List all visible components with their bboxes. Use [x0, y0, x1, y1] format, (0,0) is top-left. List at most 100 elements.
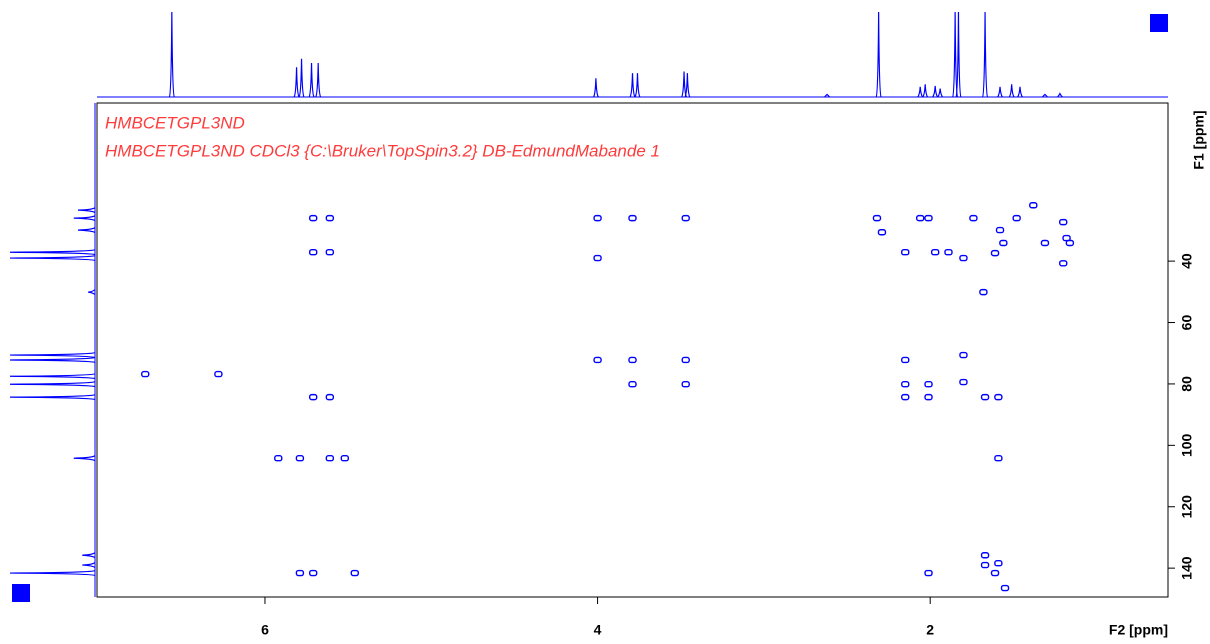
left-projection-peak	[9, 351, 96, 359]
cross-peak	[959, 254, 968, 262]
cross-peak	[141, 370, 150, 378]
cross-peak	[628, 356, 637, 364]
cross-peak	[924, 569, 933, 577]
top-projection-peak	[955, 11, 962, 98]
x-axis-label: F2 [ppm]	[1109, 622, 1168, 638]
top-projection-peak	[997, 86, 1004, 98]
y-tick-label: 120	[1179, 495, 1195, 519]
cross-peak	[593, 356, 602, 364]
top-projection-peak	[308, 62, 315, 98]
top-projection-peak	[1017, 86, 1023, 98]
top-projection-peak	[932, 85, 939, 98]
top-projection-peak	[684, 73, 691, 98]
top-projection-peak	[168, 11, 175, 98]
corner-marker	[1150, 14, 1168, 32]
cross-peak	[325, 214, 335, 222]
top-projection-peak	[298, 58, 305, 98]
top-projection-peak	[1056, 92, 1063, 98]
top-projection-peak	[1041, 93, 1048, 98]
x-tick-label: 4	[594, 622, 602, 638]
cross-peak	[681, 356, 690, 364]
left-projection-peak	[82, 562, 96, 569]
top-projection-peak	[634, 73, 641, 98]
cross-peak	[295, 455, 305, 462]
cross-peak	[979, 288, 988, 296]
cross-peak	[990, 249, 1000, 257]
cross-peak	[340, 455, 349, 462]
cross-peak	[593, 254, 602, 262]
cross-peak	[980, 393, 990, 401]
cross-peak	[308, 214, 318, 222]
top-projection-peak	[315, 62, 322, 98]
cross-peak	[1029, 202, 1038, 209]
top-projection-peak	[293, 67, 300, 98]
cross-peak	[980, 552, 990, 559]
cross-peak	[1065, 239, 1075, 247]
cross-peak	[916, 214, 925, 222]
annotation: HMBCETGPL3ND CDCl3 {C:\Bruker\TopSpin3.2…	[105, 141, 660, 160]
left-projection-peak	[9, 254, 96, 262]
left-projection-peak	[9, 569, 96, 577]
cross-peak	[214, 370, 223, 378]
top-projection-peak	[922, 84, 929, 98]
y-tick-label: 80	[1179, 376, 1195, 392]
cross-peak	[980, 561, 990, 569]
left-projection-peak	[9, 373, 96, 380]
cross-peak	[901, 381, 910, 388]
cross-peak	[350, 569, 359, 577]
cross-peak	[994, 393, 1003, 401]
top-projection-peak	[937, 88, 944, 98]
left-projection-peak	[77, 207, 96, 214]
cross-peak	[1000, 584, 1010, 592]
cross-peak	[681, 381, 690, 388]
cross-peak	[959, 351, 968, 359]
left-projection-peak	[73, 455, 96, 462]
cross-peak	[681, 214, 690, 222]
cross-peak	[990, 569, 1000, 577]
cross-peak	[295, 569, 305, 577]
left-projection-peak	[9, 249, 96, 256]
cross-peak	[924, 214, 933, 222]
plot-frame	[96, 102, 1169, 598]
y-axis-label: F1 [ppm]	[1191, 110, 1207, 169]
cross-peak	[1059, 218, 1068, 226]
cross-peak	[995, 226, 1005, 234]
cross-peak	[1059, 260, 1068, 267]
cross-peak	[999, 239, 1008, 247]
left-projection-peak	[82, 552, 96, 559]
left-projection-peak	[88, 289, 96, 296]
cross-peak	[969, 214, 978, 222]
top-projection-peak	[629, 73, 636, 98]
top-projection-peak	[875, 11, 882, 98]
top-projection-peak	[917, 86, 924, 98]
cross-peak	[959, 378, 968, 386]
cross-peak	[872, 214, 882, 222]
cross-peak	[308, 249, 318, 256]
cross-peak	[901, 393, 910, 401]
corner-marker	[12, 584, 30, 602]
y-tick-label: 40	[1179, 253, 1195, 269]
top-projection-peak	[592, 78, 599, 98]
x-tick-label: 6	[261, 622, 269, 638]
top-projection-peak	[981, 11, 989, 98]
x-tick-label: 2	[926, 622, 934, 638]
cross-peak	[325, 249, 335, 256]
cross-peak	[924, 393, 933, 401]
cross-peak	[593, 214, 602, 222]
cross-peak	[325, 455, 335, 462]
cross-peak	[901, 356, 910, 364]
cross-peak	[924, 381, 933, 388]
cross-peak	[325, 393, 335, 401]
left-projection-peak	[9, 356, 96, 364]
cross-peak	[308, 569, 318, 577]
cross-peak	[944, 249, 953, 256]
left-projection-peak	[77, 227, 96, 234]
annotation: HMBCETGPL3ND	[105, 113, 245, 132]
y-tick-label: 60	[1179, 315, 1195, 331]
cross-peak	[994, 455, 1003, 462]
cross-peak	[930, 249, 940, 256]
cross-peak	[628, 214, 637, 222]
top-projection-peak	[824, 93, 831, 98]
cross-peak	[994, 560, 1003, 567]
